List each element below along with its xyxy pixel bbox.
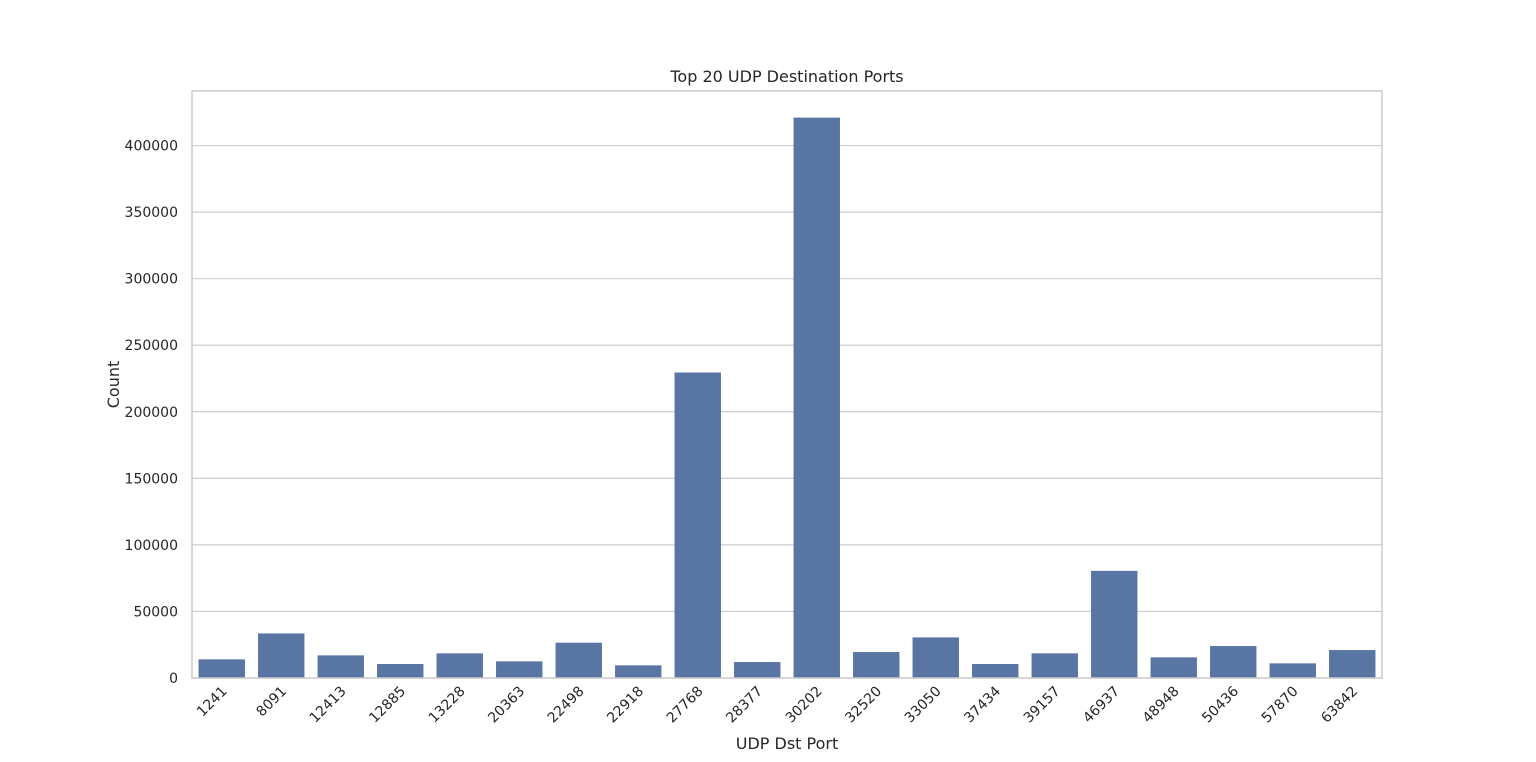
bar-48948 <box>1150 657 1197 678</box>
x-tick-label: 39157 <box>1021 684 1064 727</box>
x-tick-label: 37434 <box>961 683 1004 726</box>
bar-46937 <box>1091 570 1138 678</box>
x-tick-label: 28377 <box>723 684 766 727</box>
x-tick-label: 22498 <box>545 684 588 727</box>
x-tick-label: 12413 <box>307 684 350 727</box>
y-tick-label: 400000 <box>125 139 178 155</box>
y-tick-label: 50000 <box>133 604 178 620</box>
bar-27768 <box>674 372 721 678</box>
bar-37434 <box>972 664 1019 678</box>
bar-28377 <box>734 662 781 678</box>
bar-63842 <box>1329 650 1376 678</box>
x-tick-label: 63842 <box>1318 684 1361 727</box>
x-tick-label: 27768 <box>664 684 707 727</box>
x-tick-label: 30202 <box>783 684 826 727</box>
x-tick-label: 48948 <box>1140 684 1183 727</box>
bar-32520 <box>853 652 900 678</box>
x-tick-label: 50436 <box>1199 683 1242 726</box>
bar-1241 <box>198 659 245 678</box>
y-tick-label: 350000 <box>125 205 178 221</box>
y-axis-title: Count <box>104 361 123 409</box>
y-tick-labels: 0 50000 100000 150000 200000 250000 300000 3500… <box>125 139 178 687</box>
x-tick-label: 20363 <box>485 684 528 727</box>
y-tick-label: 300000 <box>125 272 178 288</box>
x-tick-label: 1241 <box>194 684 231 721</box>
x-tick-labels: 1241 8091 12413 12885 13228 20363 22498 22918 27… <box>194 683 1361 726</box>
plot-frame <box>191 90 1383 679</box>
bar-12885 <box>377 664 424 678</box>
bars <box>198 117 1376 678</box>
y-tick-label: 0 <box>169 671 178 687</box>
x-tick-label: 32520 <box>842 684 885 727</box>
bar-8091 <box>258 633 305 678</box>
bar-33050 <box>912 637 959 678</box>
y-tick-label: 200000 <box>125 405 178 421</box>
bar-22918 <box>615 665 662 678</box>
bar-22498 <box>555 642 602 678</box>
x-tick-label: 22918 <box>604 684 647 727</box>
y-tick-label: 100000 <box>125 538 178 554</box>
y-tick-label: 150000 <box>125 471 178 487</box>
x-axis-title: UDP Dst Port <box>736 734 839 753</box>
bar-57870 <box>1269 663 1316 678</box>
bar-50436 <box>1210 646 1257 678</box>
bar-13228 <box>436 653 483 678</box>
x-tick-label: 13228 <box>426 684 469 727</box>
x-tick-label: 12885 <box>366 684 409 727</box>
bar-12413 <box>317 655 364 678</box>
x-tick-label: 57870 <box>1259 684 1302 727</box>
bar-39157 <box>1031 653 1078 678</box>
x-tick-label: 33050 <box>902 684 945 727</box>
bar-30202 <box>793 117 840 678</box>
grid-lines <box>192 144 1382 679</box>
y-tick-label: 250000 <box>125 338 178 354</box>
x-tick-label: 8091 <box>254 684 291 721</box>
bar-20363 <box>496 661 543 678</box>
chart-title: Top 20 UDP Destination Ports <box>669 67 903 86</box>
x-tick-label: 46937 <box>1080 684 1123 727</box>
